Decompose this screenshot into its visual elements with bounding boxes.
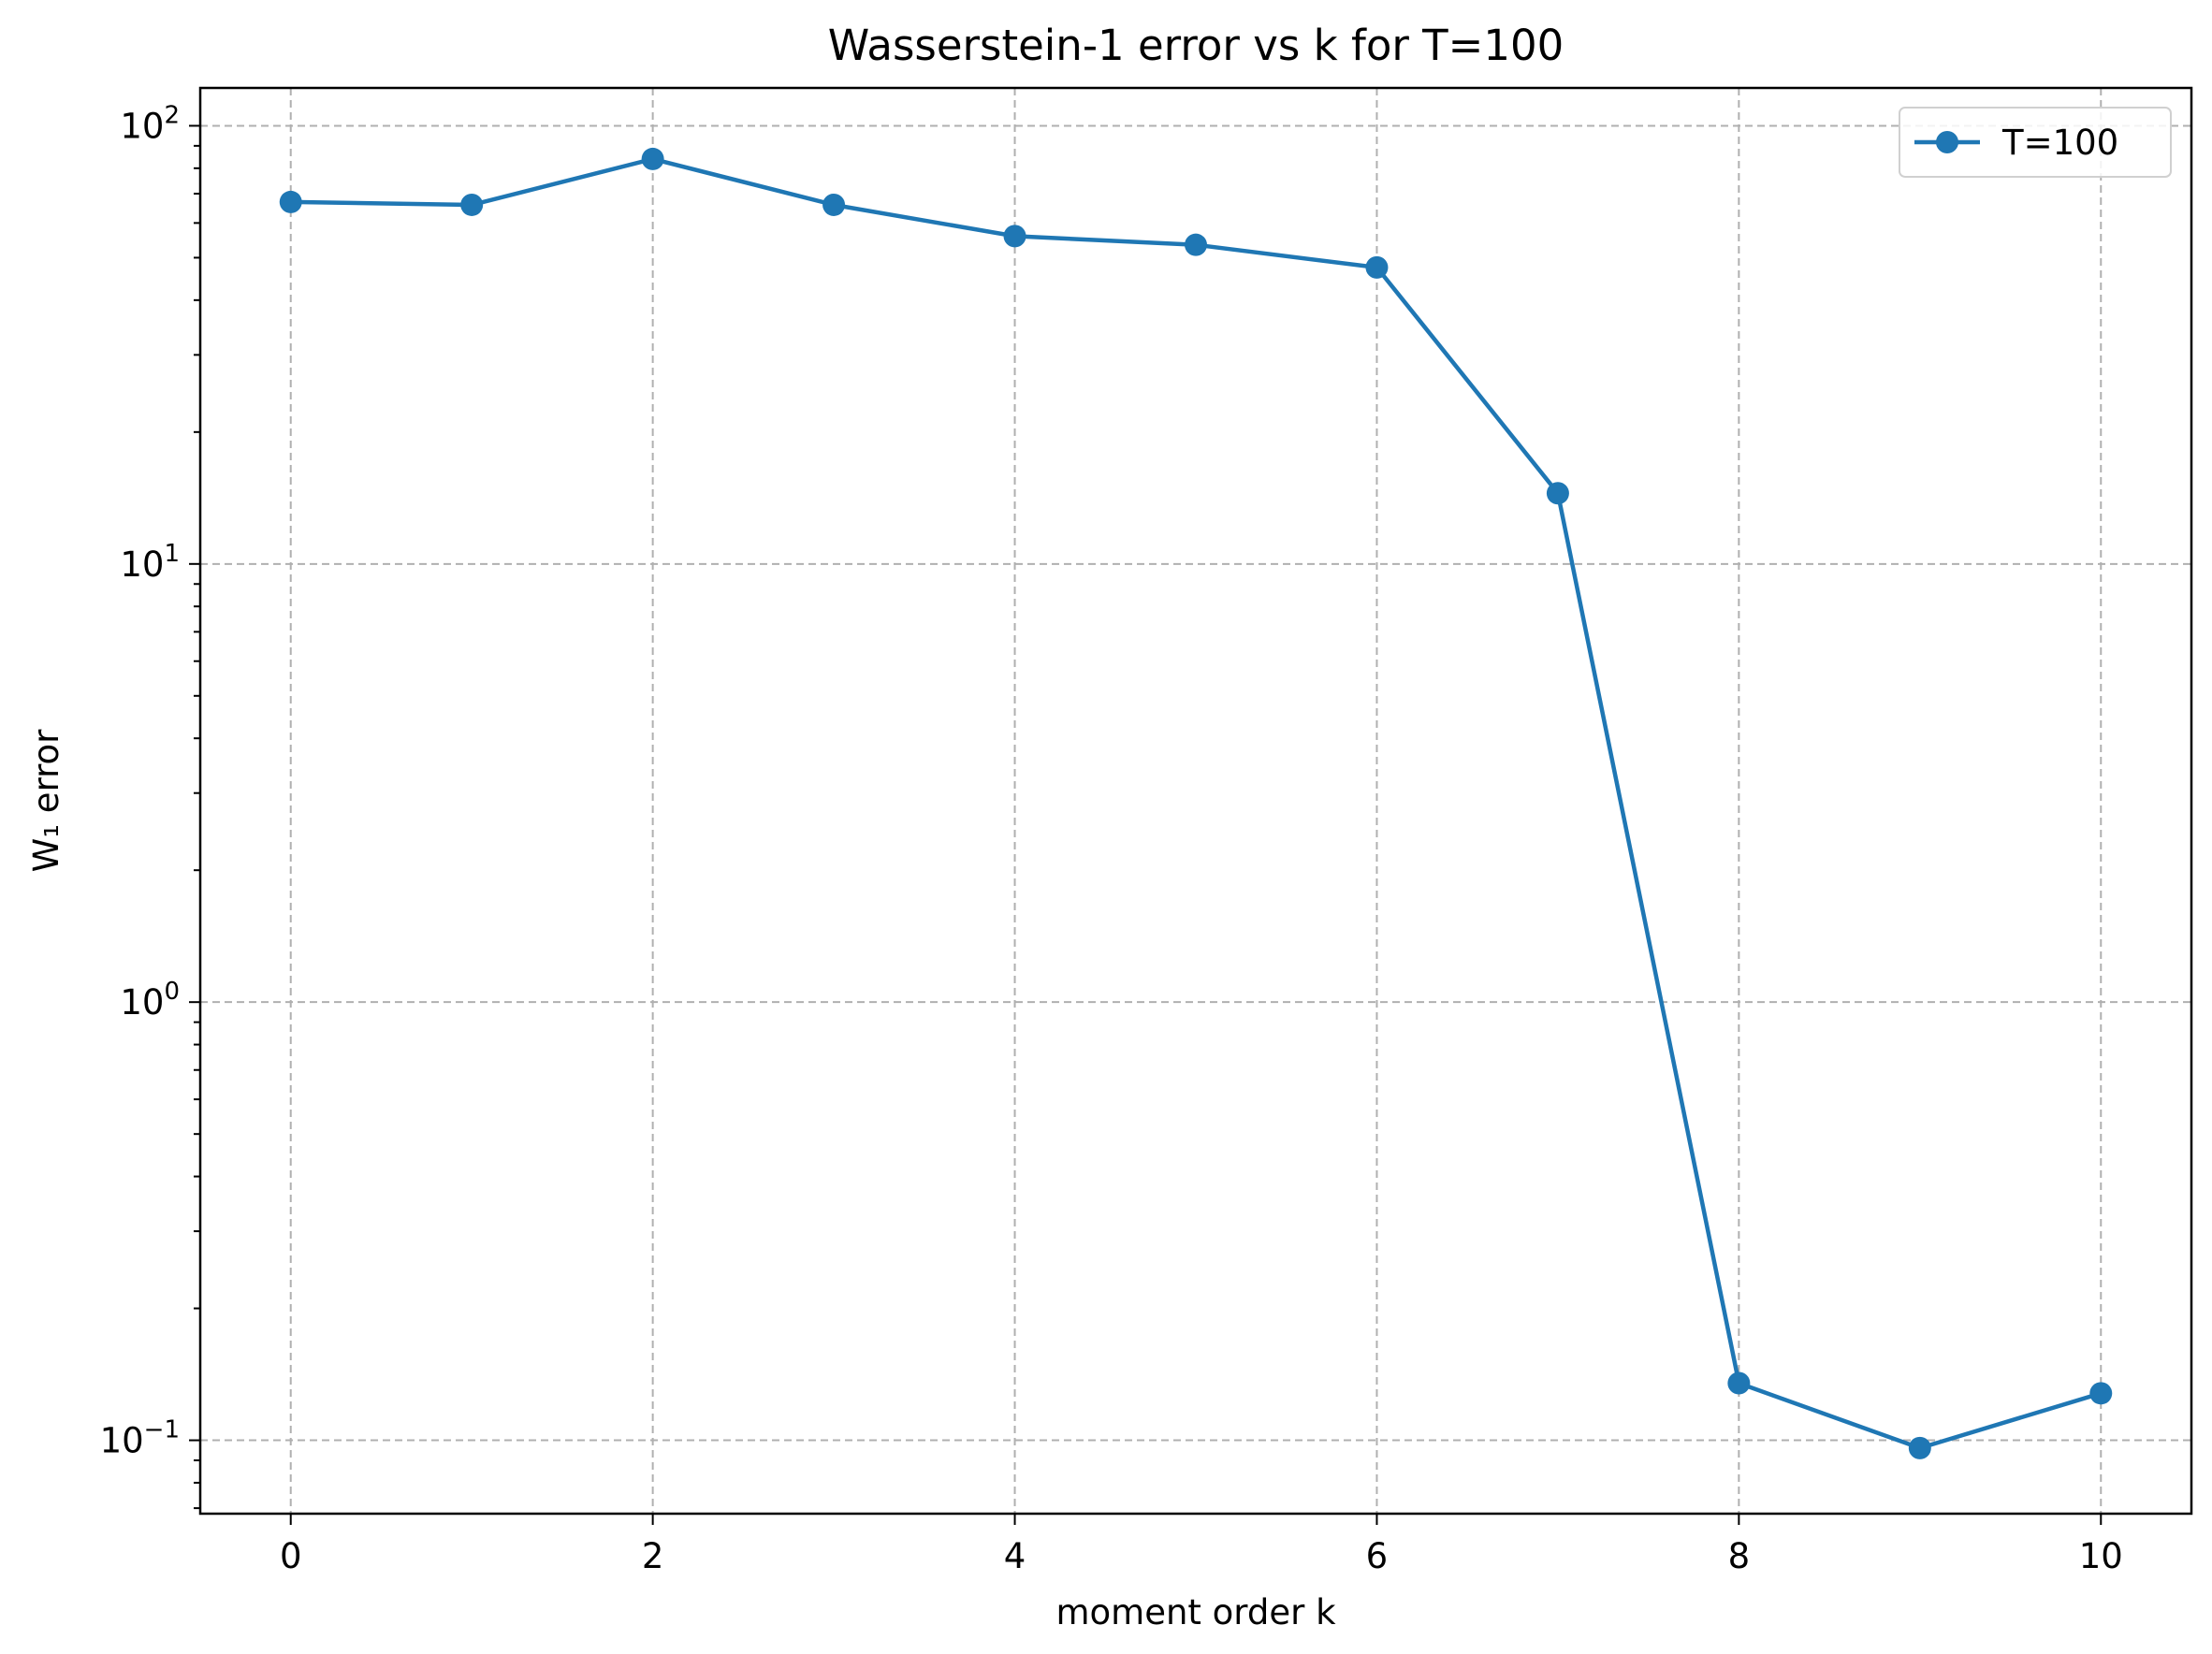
data-point xyxy=(641,147,664,170)
y-axis-label: W₁ error xyxy=(26,729,66,873)
data-point xyxy=(822,193,846,216)
data-layer xyxy=(279,147,2113,1459)
legend-label: T=100 xyxy=(2001,123,2118,163)
legend-box xyxy=(1899,107,2172,178)
plot-frame xyxy=(198,86,2193,1516)
legend: T=100 xyxy=(1899,107,2172,178)
chart-title: Wasserstein-1 error vs k for T=100 xyxy=(828,21,1564,70)
y-tick-label: 102 xyxy=(120,101,180,146)
data-point xyxy=(1908,1436,1931,1459)
data-point xyxy=(1727,1371,1751,1395)
data-point xyxy=(460,193,484,216)
x-tick-label: 2 xyxy=(642,1536,664,1576)
data-point xyxy=(1365,255,1389,279)
y-tick-label: 101 xyxy=(120,540,180,585)
data-point xyxy=(1003,225,1026,248)
x-tick-label: 10 xyxy=(2079,1536,2123,1576)
y-tick-label: 100 xyxy=(120,978,180,1023)
legend-marker xyxy=(1936,131,1958,153)
data-point xyxy=(1185,233,1207,256)
data-point xyxy=(2089,1382,2113,1405)
y-tick-label: 10−1 xyxy=(100,1416,180,1461)
data-point xyxy=(279,190,302,213)
axis-ticks: 0 2 4 6 8 10 102 101 100 10−1 xyxy=(100,101,2123,1576)
x-tick-label: 4 xyxy=(1004,1536,1026,1576)
x-tick-label: 0 xyxy=(280,1536,302,1576)
x-axis-label: moment order k xyxy=(1055,1592,1336,1632)
data-point xyxy=(1546,482,1569,505)
grid xyxy=(200,88,2191,1514)
x-tick-label: 8 xyxy=(1728,1536,1751,1576)
x-tick-label: 6 xyxy=(1366,1536,1389,1576)
